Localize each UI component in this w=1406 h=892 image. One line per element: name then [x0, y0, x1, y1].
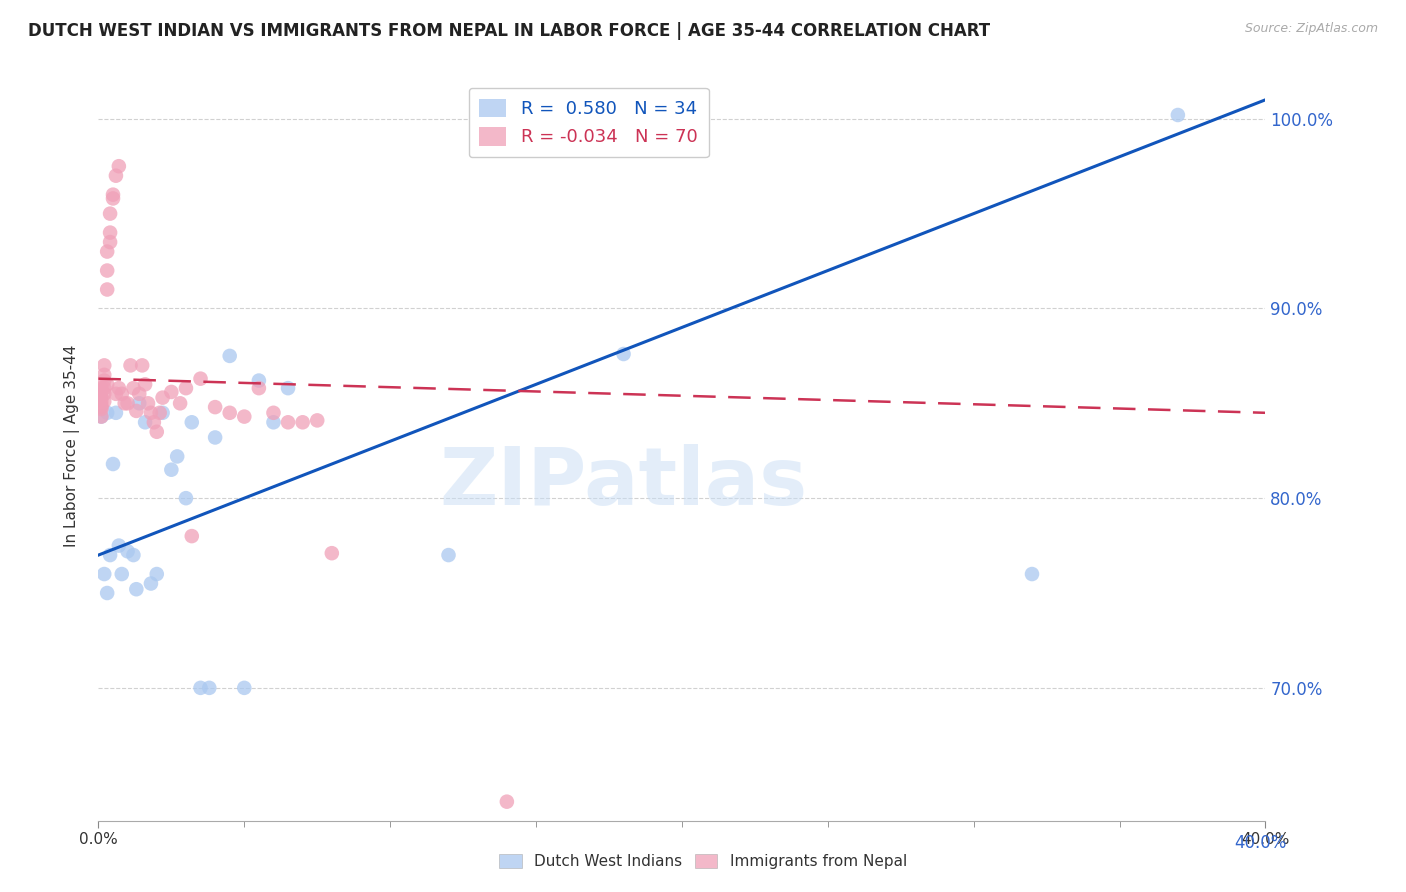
Point — [146, 425, 169, 439]
Point — [93, 359, 115, 373]
Point — [134, 415, 156, 429]
Point — [152, 406, 174, 420]
Point — [277, 415, 299, 429]
Point — [1021, 567, 1043, 582]
Point — [117, 396, 139, 410]
Point — [204, 430, 226, 444]
Point — [90, 394, 112, 409]
Point — [98, 235, 121, 249]
Point — [134, 377, 156, 392]
Point — [247, 381, 270, 395]
Point — [90, 400, 112, 414]
Point — [233, 681, 256, 695]
Point — [204, 400, 226, 414]
Point — [117, 544, 139, 558]
Point — [149, 406, 172, 420]
Point — [122, 548, 145, 562]
Point — [612, 347, 634, 361]
Point — [142, 415, 165, 429]
Point — [218, 406, 240, 420]
Text: ZIPatlas: ZIPatlas — [440, 444, 807, 523]
Point — [104, 169, 127, 183]
Point — [1167, 108, 1189, 122]
Point — [277, 381, 299, 395]
Point — [96, 244, 118, 259]
Point — [262, 406, 284, 420]
Point — [104, 387, 127, 401]
Point — [90, 381, 112, 395]
Point — [108, 159, 131, 173]
Point — [90, 384, 112, 399]
Point — [98, 548, 121, 562]
Point — [98, 206, 121, 220]
Point — [307, 413, 329, 427]
Point — [96, 586, 118, 600]
Point — [120, 359, 142, 373]
Point — [169, 396, 191, 410]
Point — [291, 415, 314, 429]
Point — [111, 567, 134, 582]
Point — [104, 406, 127, 420]
Point — [93, 394, 115, 409]
Point — [122, 381, 145, 395]
Point — [496, 795, 519, 809]
Point — [190, 372, 212, 386]
Point — [101, 457, 124, 471]
Point — [90, 398, 112, 412]
Point — [180, 529, 202, 543]
Point — [152, 391, 174, 405]
Point — [174, 381, 197, 395]
Point — [131, 359, 153, 373]
Point — [90, 402, 112, 417]
Point — [128, 387, 150, 401]
Point — [136, 396, 159, 410]
Point — [180, 415, 202, 429]
Point — [437, 548, 460, 562]
Point — [93, 387, 115, 401]
Point — [174, 491, 197, 505]
Point — [190, 681, 212, 695]
Text: 40.0%: 40.0% — [1234, 834, 1286, 852]
Point — [90, 391, 112, 405]
Point — [166, 450, 188, 464]
Point — [98, 226, 121, 240]
Point — [160, 384, 183, 399]
Point — [93, 381, 115, 395]
Point — [96, 377, 118, 392]
Point — [90, 409, 112, 424]
Point — [114, 396, 136, 410]
Point — [146, 567, 169, 582]
Point — [93, 567, 115, 582]
Point — [101, 187, 124, 202]
Legend: R =  0.580   N = 34, R = -0.034   N = 70: R = 0.580 N = 34, R = -0.034 N = 70 — [468, 88, 709, 157]
Point — [108, 381, 131, 395]
Point — [96, 406, 118, 420]
Point — [96, 263, 118, 277]
Point — [111, 387, 134, 401]
Point — [125, 582, 148, 597]
Point — [101, 191, 124, 205]
Point — [233, 409, 256, 424]
Point — [139, 576, 162, 591]
Point — [247, 374, 270, 388]
Point — [160, 463, 183, 477]
Legend: Dutch West Indians, Immigrants from Nepal: Dutch West Indians, Immigrants from Nepa… — [494, 848, 912, 875]
Point — [198, 681, 221, 695]
Point — [93, 368, 115, 382]
Point — [262, 415, 284, 429]
Point — [108, 539, 131, 553]
Point — [90, 409, 112, 424]
Point — [321, 546, 343, 560]
Point — [93, 374, 115, 388]
Point — [96, 283, 118, 297]
Point — [128, 396, 150, 410]
Point — [125, 404, 148, 418]
Point — [218, 349, 240, 363]
Point — [139, 406, 162, 420]
Y-axis label: In Labor Force | Age 35-44: In Labor Force | Age 35-44 — [63, 345, 80, 547]
Text: Source: ZipAtlas.com: Source: ZipAtlas.com — [1244, 22, 1378, 36]
Text: DUTCH WEST INDIAN VS IMMIGRANTS FROM NEPAL IN LABOR FORCE | AGE 35-44 CORRELATIO: DUTCH WEST INDIAN VS IMMIGRANTS FROM NEP… — [28, 22, 990, 40]
